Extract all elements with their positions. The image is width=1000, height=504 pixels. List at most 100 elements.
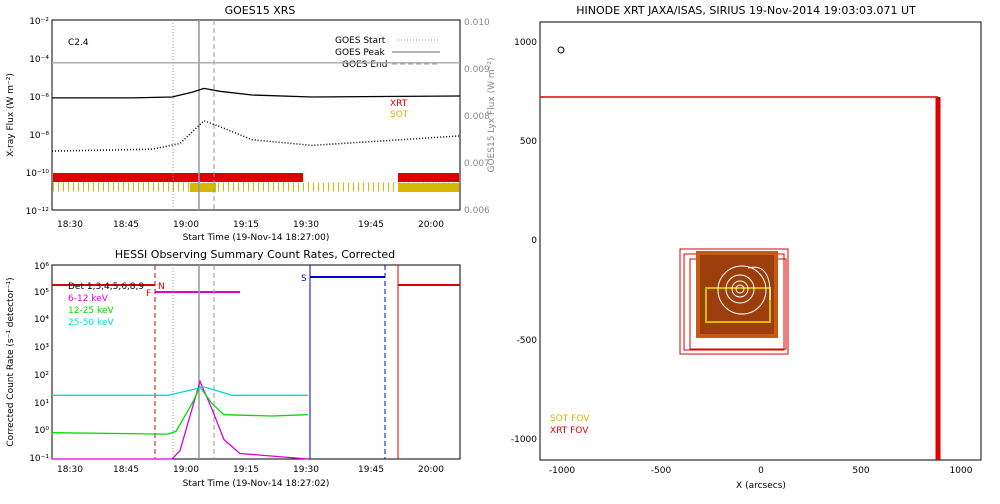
goes-sot-bar-2 [398,183,459,192]
hessi-xtick: 19:45 [358,465,384,475]
goes-legend-start: GOES Start [335,36,386,46]
goes-ytick: 10⁻⁸ [29,131,49,141]
hessi-y-ticks: 10⁻¹ 10⁰ 10¹ 10² 10³ 10⁴ 10⁵ 10⁶ [29,262,49,464]
sot-fov-box [705,287,771,323]
xrt-xtick: 500 [852,466,869,476]
hessi-axes-frame [51,264,461,460]
hessi-series [51,379,309,460]
xrt-title: HINODE XRT JAXA/ISAS, SIRIUS 19-Nov-2014… [576,4,916,17]
goes-xtick: 18:45 [113,220,139,230]
xrt-xtick: 1000 [950,466,973,476]
hessi-xtick: 19:00 [173,465,199,475]
xrt-ytick: 500 [520,137,537,147]
hessi-ytick: 10¹ [34,399,49,409]
goes-xtick: 19:00 [173,220,199,230]
hessi-ytick: 10⁰ [34,426,49,436]
xrt-xtick: -500 [651,466,672,476]
hessi-legend: Det 1,3,4,5,6,8,9 6-12 keV 12-25 keV 25-… [68,282,144,328]
xrt-y-ticks: -1000 -500 0 500 1000 [511,38,537,445]
goes-title: GOES15 XRS [225,4,296,17]
hessi-title: HESSI Observing Summary Count Rates, Cor… [115,248,395,261]
goes-series [51,62,461,152]
goes-flare-class: C2.4 [68,38,89,48]
hessi-flag-n: N [158,282,165,292]
goes-legend: GOES Start GOES Peak GOES End [335,36,440,70]
xrt-xtick: 0 [758,466,764,476]
goes-xlabel: Start Time (19-Nov-14 18:27:00) [183,233,330,243]
xrt-ytick: 0 [531,236,537,246]
12-25-kev-line [51,385,309,435]
goes-panel: GOES15 XRS C2.4 GOES Start GOES Peak GOE… [6,4,497,243]
goes-ytick: 10⁻² [29,17,49,27]
goes-ytick: 10⁻⁶ [29,93,49,103]
goes-ytick: 10⁻¹² [26,207,50,217]
xrt-contour [747,266,771,301]
xrt-legend-xrt: XRT FOV [550,426,589,436]
goes-xtick: 19:30 [293,220,319,230]
goes-xtick: 19:45 [358,220,384,230]
hessi-panel: HESSI Observing Summary Count Rates, Cor… [6,248,461,489]
xrt-legend-sot: SOT FOV [550,414,590,424]
series-0-line [52,87,461,99]
hessi-legend-25-50: 25-50 keV [68,318,114,328]
xrt-contour [735,284,745,294]
goes-y2label: GOES15 Lyx Flux (W m⁻²) [487,58,497,173]
xrt-panel: HINODE XRT JAXA/ISAS, SIRIUS 19-Nov-2014… [511,4,982,491]
hessi-xtick: 19:30 [293,465,319,475]
hessi-ytick: 10² [34,371,49,381]
xrt-contour [731,280,749,298]
hessi-xtick: 18:30 [57,465,83,475]
xrt-image-texture [700,255,774,334]
goes-y2-ticks: 0.006 0.007 0.008 0.009 0.010 [464,18,490,216]
25-50-kev-line [52,386,308,396]
hessi-ytick: 10⁵ [34,288,49,298]
hessi-flag-s: S [301,274,307,284]
goes-y-ticks: 10⁻¹² 10⁻¹⁰ 10⁻⁸ 10⁻⁶ 10⁻⁴ 10⁻² [26,17,50,217]
goes-y2tick: 0.006 [464,206,490,216]
hessi-legend-6-12: 6-12 keV [68,294,109,304]
xrt-xtick: -1000 [549,466,575,476]
hessi-ytick: 10⁻¹ [29,454,49,464]
hessi-xtick: 19:15 [233,465,259,475]
goes-legend-end: GOES End [342,60,387,70]
goes-xrt-label: XRT [390,99,408,109]
goes-ylabel: X-ray Flux (W m⁻²) [6,73,16,157]
xrt-x-ticks: -1000 -500 0 500 1000 [549,466,973,476]
6-12-kev-line [52,379,309,460]
goes-ytick: 10⁻⁴ [29,55,49,65]
goes-xrt-bar-1 [53,173,303,182]
xrt-fov-box [679,248,789,355]
goes-xrt-bar-2 [398,173,459,182]
goes-xtick: 19:15 [233,220,259,230]
xrt-image-region [679,248,789,355]
hessi-ytick: 10⁶ [34,262,49,272]
goes-x-ticks: 18:30 18:45 19:00 19:15 19:30 19:45 20:0… [57,220,444,230]
goes-y2tick: 0.008 [464,112,490,122]
goes-legend-peak: GOES Peak [335,48,385,58]
hessi-xtick: 20:00 [418,465,444,475]
goes-sot-bar-1 [190,183,216,192]
goes-y2tick: 0.007 [464,159,490,169]
xrt-ytick: -1000 [511,435,537,445]
hessi-xtick: 18:45 [113,465,139,475]
hessi-ytick: 10⁴ [34,315,49,325]
goes-sot-label: SOT [390,110,409,120]
hessi-x-ticks: 18:30 18:45 19:00 19:15 19:30 19:45 20:0… [57,465,444,475]
goes-axes-frame [51,19,461,211]
xrt-axes-frame [539,21,982,461]
goes-xtick: 20:00 [418,220,444,230]
hessi-ytick: 10³ [34,343,49,353]
goes-y2tick: 0.010 [464,18,490,28]
xrt-contour [725,274,755,304]
goes-ytick: 10⁻¹⁰ [26,169,50,179]
xrt-contour [717,265,767,315]
xrt-xlabel: X (arcsecs) [736,481,786,491]
xrt-marker [557,46,565,54]
xrt-ytick: -500 [517,336,538,346]
series-1-line [51,119,461,152]
goes-xtick: 18:30 [57,220,83,230]
xrt-ytick: 1000 [514,38,537,48]
hessi-ylabel: Corrected Count Rate (s⁻¹ detector⁻¹) [6,277,16,446]
